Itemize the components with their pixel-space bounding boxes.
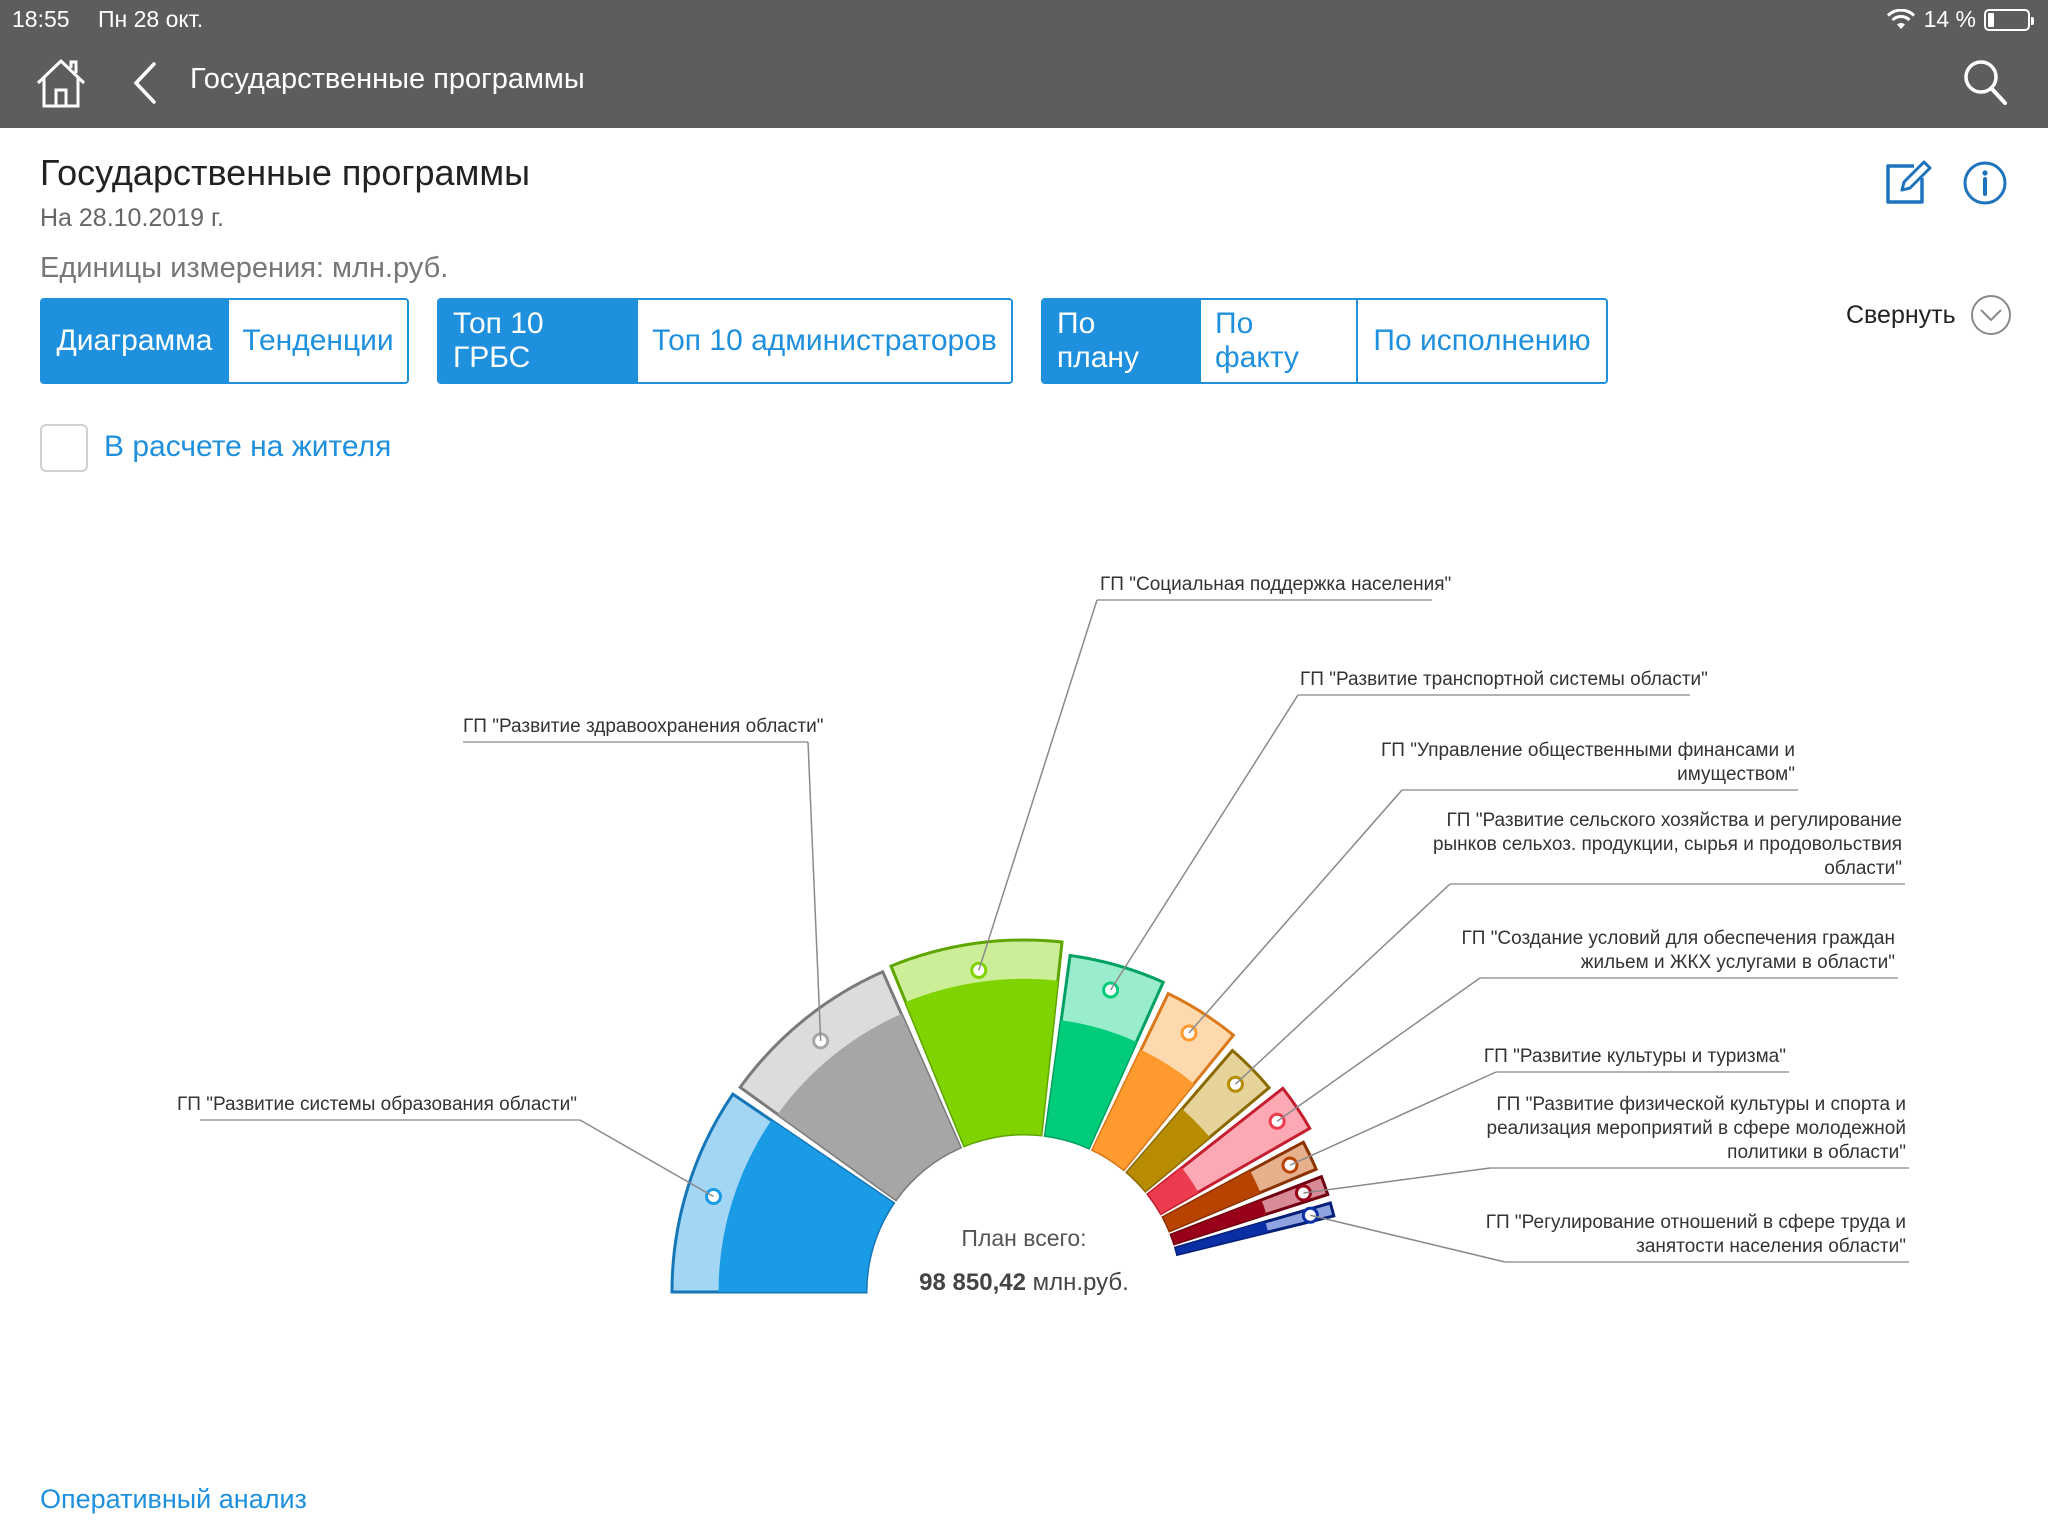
segment-label-4-line-1: ГП "Развитие транспортной системы област…: [1300, 669, 1708, 690]
tab-by-fact[interactable]: По факту: [1201, 300, 1358, 382]
segment-inner-8[interactable]: [1163, 1170, 1261, 1231]
segment-label-1-line-1: ГП "Развитие системы образования области…: [177, 1094, 577, 1115]
segment-inner-5[interactable]: [1092, 1049, 1194, 1170]
segment-label-10-line-1: ГП "Регулирование отношений в сфере труд…: [1486, 1212, 1906, 1233]
segment-leader-9: [1303, 1167, 1491, 1194]
top-bar: 18:55 Пн 28 окт. 14 % Государственные пр…: [0, 0, 2048, 128]
segment-inner-1[interactable]: [718, 1120, 894, 1292]
segment-inner-10[interactable]: [1175, 1221, 1269, 1255]
segment-label-3-line-1: ГП "Социальная поддержка населения": [1100, 574, 1451, 595]
measure-switch: По плану По факту По исполнению: [1041, 298, 1608, 384]
segment-leader-3: [978, 599, 1098, 971]
segment-inner-2[interactable]: [777, 1013, 961, 1200]
tab-trends[interactable]: Тенденции: [229, 300, 407, 382]
wifi-icon: [1886, 8, 1915, 29]
segment-leader-5: [1188, 789, 1403, 1034]
tab-by-plan[interactable]: По плану: [1043, 300, 1201, 382]
segment-label-6-line-1: ГП "Развитие сельского хозяйства и регул…: [1447, 810, 1903, 831]
segment-leader-8: [1289, 1071, 1497, 1166]
info-icon[interactable]: [1962, 160, 2008, 206]
view-switch: Диаграмма Тенденции: [40, 298, 409, 384]
collapse-toggle[interactable]: Свернуть: [1846, 294, 2012, 336]
page-date: На 28.10.2019 г.: [40, 204, 224, 232]
segment-leader-6: [1234, 883, 1451, 1085]
segment-label-5-line-2: имуществом": [1677, 764, 1795, 785]
chart-segments: [670, 938, 1336, 1294]
edit-icon[interactable]: [1884, 158, 1932, 206]
center-caption: План всего:: [961, 1225, 1086, 1251]
home-icon[interactable]: [34, 56, 88, 110]
segment-leader-4: [1109, 694, 1299, 991]
segment-inner-6[interactable]: [1127, 1109, 1210, 1191]
segment-label-5-line-1: ГП "Управление общественными финансами и: [1381, 740, 1795, 761]
operative-analysis-link[interactable]: Оперативный анализ: [40, 1484, 307, 1514]
battery-icon: [1984, 8, 2034, 31]
segment-label-6-line-2: рынков сельхоз. продукции, сырья и продо…: [1433, 834, 1902, 855]
segment-leader-10: [1310, 1214, 1506, 1263]
segment-label-9-line-1: ГП "Развитие физической культуры и спорт…: [1496, 1094, 1906, 1115]
per-capita-checkbox[interactable]: [40, 424, 88, 472]
segment-leader-7: [1276, 977, 1481, 1122]
programs-chart: ГП "Развитие системы образования области…: [177, 574, 1909, 1296]
chevron-down-circle-icon: [1970, 295, 2011, 335]
tab-by-execution[interactable]: По исполнению: [1358, 300, 1606, 382]
battery-percent: 14 %: [1923, 6, 1976, 32]
tab-top10-admins[interactable]: Топ 10 администраторов: [638, 300, 1011, 382]
segment-label-6-line-3: области": [1824, 858, 1902, 879]
segment-inner-3[interactable]: [905, 978, 1058, 1146]
status-date: Пн 28 окт.: [98, 6, 204, 32]
page-title: Государственные программы: [40, 152, 530, 193]
center-total: 98 850,42 млн.руб.: [919, 1269, 1129, 1296]
segment-label-10-line-2: занятости населения области": [1636, 1236, 1906, 1257]
status-bar: 18:55 Пн 28 окт. 14 %: [0, 6, 2048, 36]
segment-inner-9[interactable]: [1171, 1199, 1267, 1244]
segment-inner-7[interactable]: [1148, 1167, 1199, 1214]
segment-label-9-line-2: реализация мероприятий в сфере молодежно…: [1487, 1118, 1906, 1139]
back-chevron-icon[interactable]: [128, 60, 160, 106]
center-total-value: 98 850,42: [919, 1269, 1026, 1296]
search-icon[interactable]: [1962, 58, 2008, 106]
tab-top10-grbs[interactable]: Топ 10 ГРБС: [439, 300, 638, 382]
status-time: 18:55: [12, 6, 70, 32]
top-switch: Топ 10 ГРБС Топ 10 администраторов: [437, 298, 1013, 384]
tab-diagram[interactable]: Диаграмма: [42, 300, 229, 382]
segment-leader-1: [579, 1119, 714, 1198]
nav-title: Государственные программы: [190, 63, 585, 95]
segment-label-2-line-1: ГП "Развитие здравоохранения области": [463, 716, 823, 737]
segment-label-8-line-1: ГП "Развитие культуры и туризма": [1484, 1046, 1786, 1067]
segment-leader-2: [807, 741, 822, 1041]
segment-inner-4[interactable]: [1045, 1020, 1137, 1148]
per-capita-label[interactable]: В расчете на жителя: [104, 430, 392, 463]
chart-labels: ГП "Развитие системы образования области…: [177, 574, 1909, 1263]
segment-label-9-line-3: политики в области": [1727, 1142, 1906, 1163]
units-label: Единицы измерения: млн.руб.: [40, 252, 449, 284]
segment-label-7-line-1: ГП "Создание условий для обеспечения гра…: [1461, 928, 1895, 949]
collapse-label: Свернуть: [1846, 300, 1956, 329]
segment-label-7-line-2: жильем и ЖКХ услугами в области": [1581, 952, 1895, 973]
status-right: 14 %: [1886, 6, 2034, 33]
center-total-unit: млн.руб.: [1026, 1269, 1129, 1296]
